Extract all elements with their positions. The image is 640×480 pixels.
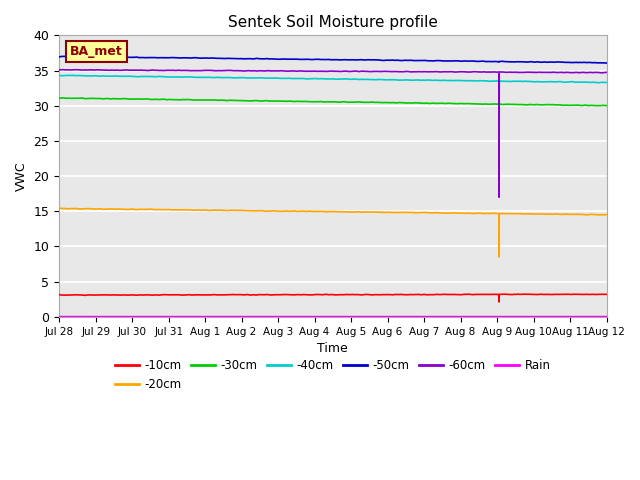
Title: Sentek Soil Moisture profile: Sentek Soil Moisture profile [228,15,438,30]
X-axis label: Time: Time [317,342,348,355]
Y-axis label: VWC: VWC [15,161,28,191]
Text: BA_met: BA_met [70,45,123,58]
Legend: -10cm, -20cm, -30cm, -40cm, -50cm, -60cm, Rain: -10cm, -20cm, -30cm, -40cm, -50cm, -60cm… [110,354,556,396]
